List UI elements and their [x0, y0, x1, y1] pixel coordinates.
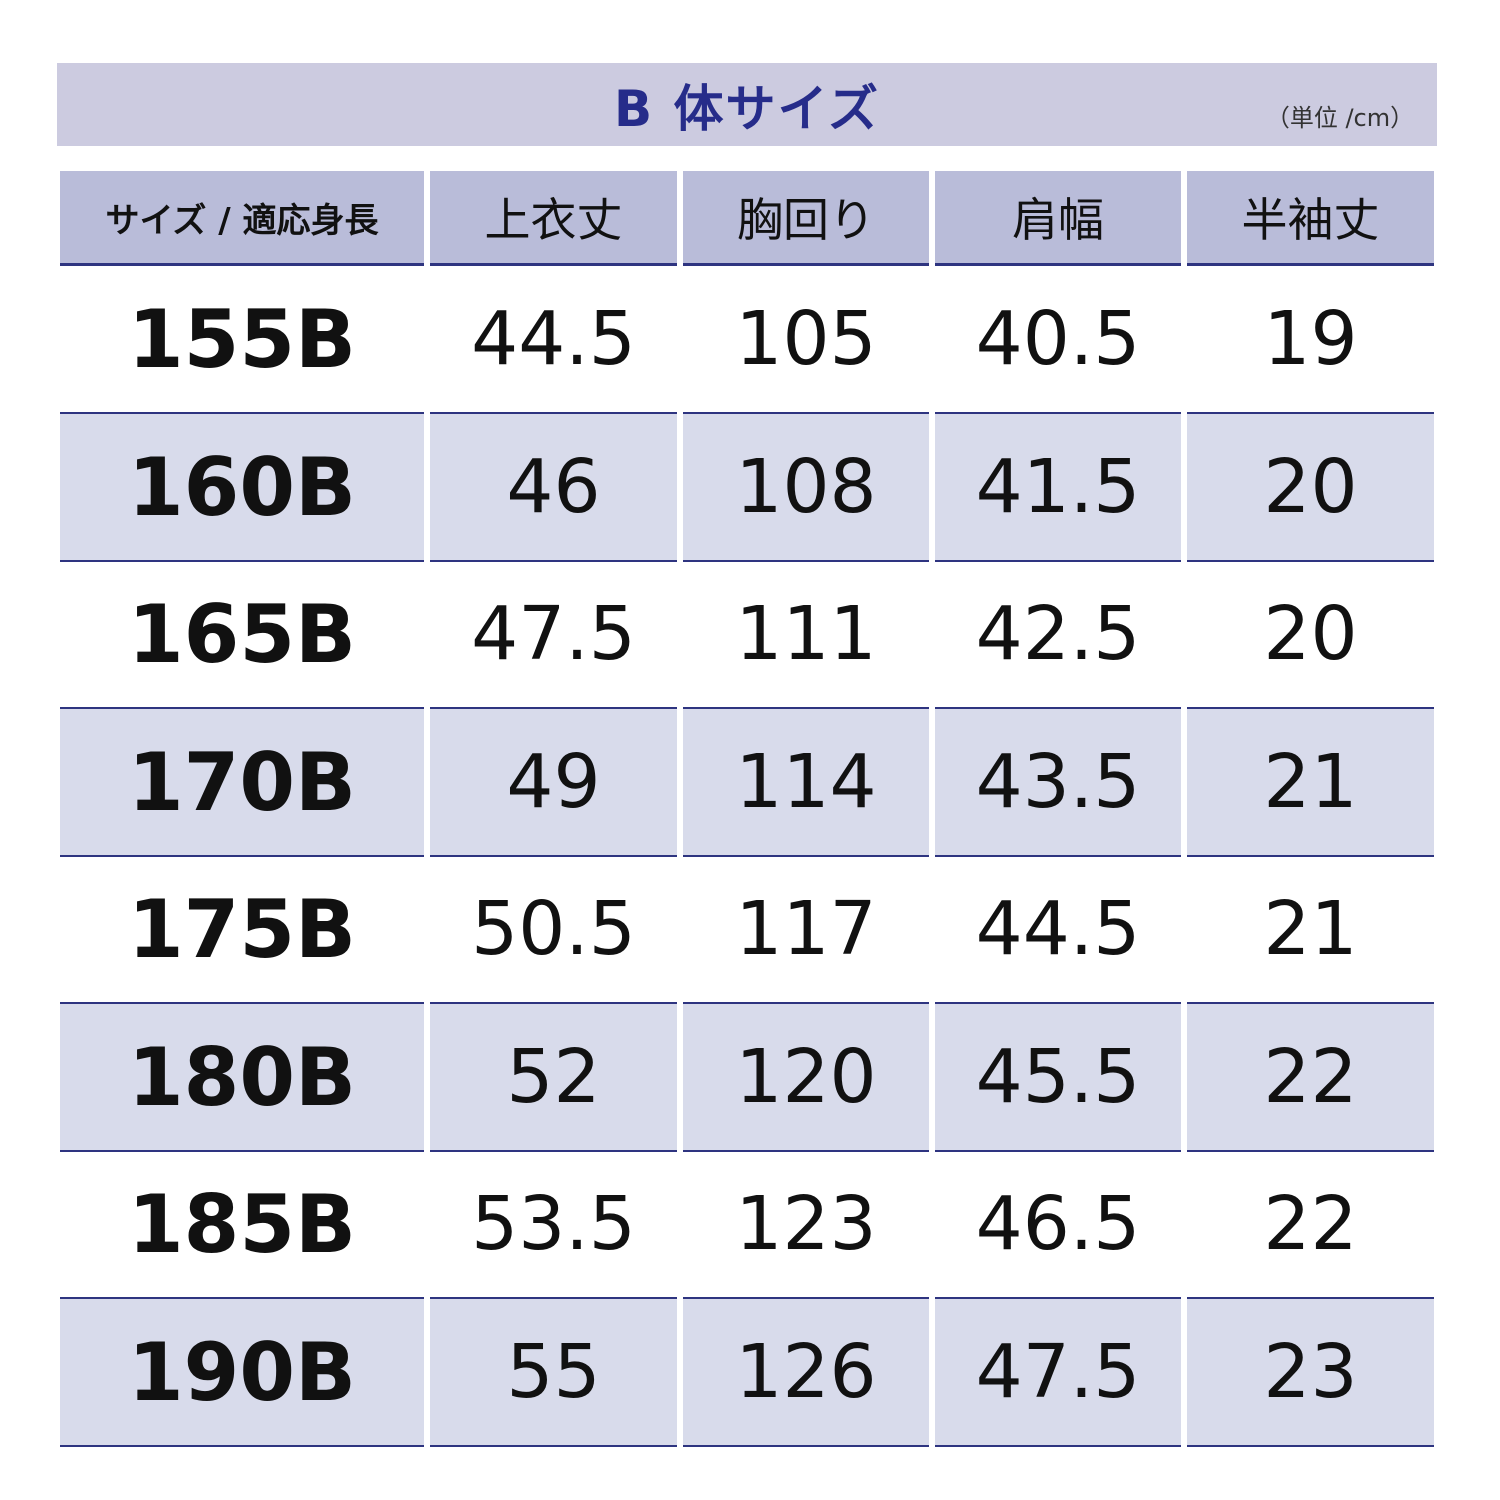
size-cell: 165B [60, 561, 424, 709]
value-cell: 123 [683, 1151, 929, 1299]
column-header: 上衣丈 [430, 171, 677, 266]
value-cell: 111 [683, 561, 929, 709]
value-cell: 108 [683, 414, 929, 562]
value-cell: 22 [1187, 1004, 1434, 1152]
value-cell: 21 [1187, 709, 1434, 857]
value-cell: 21 [1187, 856, 1434, 1004]
value-cell: 40.5 [935, 266, 1181, 414]
size-cell: 155B [60, 266, 424, 414]
size-cell: 175B [60, 856, 424, 1004]
value-cell: 44.5 [430, 266, 677, 414]
size-cell: 185B [60, 1151, 424, 1299]
value-cell: 43.5 [935, 709, 1181, 857]
value-cell: 22 [1187, 1151, 1434, 1299]
column-header: 胸回り [683, 171, 929, 266]
column-header: 半袖丈 [1187, 171, 1434, 266]
value-cell: 23 [1187, 1299, 1434, 1447]
value-cell: 44.5 [935, 856, 1181, 1004]
value-cell: 114 [683, 709, 929, 857]
value-cell: 126 [683, 1299, 929, 1447]
value-cell: 55 [430, 1299, 677, 1447]
value-cell: 20 [1187, 414, 1434, 562]
value-cell: 120 [683, 1004, 929, 1152]
value-cell: 19 [1187, 266, 1434, 414]
unit-label: （単位 /cm） [1265, 103, 1415, 132]
size-cell: 170B [60, 709, 424, 857]
value-cell: 50.5 [430, 856, 677, 1004]
value-cell: 105 [683, 266, 929, 414]
value-cell: 41.5 [935, 414, 1181, 562]
value-cell: 46.5 [935, 1151, 1181, 1299]
column-header: 肩幅 [935, 171, 1181, 266]
value-cell: 47.5 [430, 561, 677, 709]
value-cell: 45.5 [935, 1004, 1181, 1152]
value-cell: 53.5 [430, 1151, 677, 1299]
size-cell: 180B [60, 1004, 424, 1152]
title: B 体サイズ [613, 79, 881, 138]
value-cell: 20 [1187, 561, 1434, 709]
value-cell: 49 [430, 709, 677, 857]
value-cell: 117 [683, 856, 929, 1004]
title-bar [57, 63, 1437, 146]
value-cell: 52 [430, 1004, 677, 1152]
value-cell: 47.5 [935, 1299, 1181, 1447]
size-cell: 190B [60, 1299, 424, 1447]
column-header: サイズ / 適応身長 [60, 171, 424, 266]
value-cell: 46 [430, 414, 677, 562]
value-cell: 42.5 [935, 561, 1181, 709]
size-cell: 160B [60, 414, 424, 562]
